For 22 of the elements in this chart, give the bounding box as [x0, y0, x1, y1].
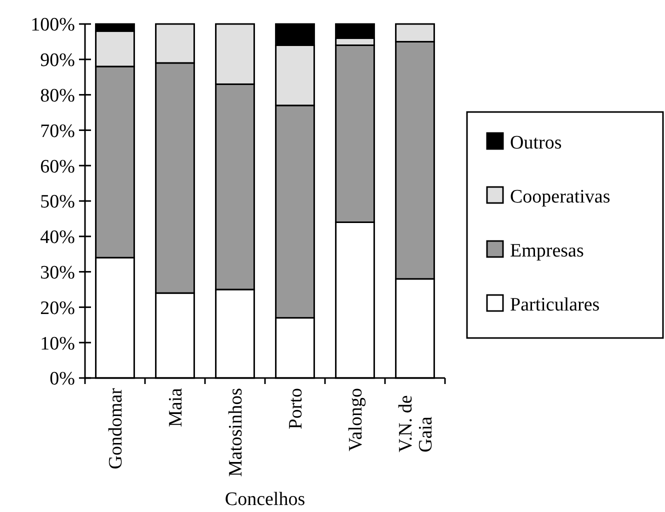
y-tick-label: 50%	[40, 192, 76, 213]
legend-label: Outros	[510, 132, 562, 154]
x-tick-label: Matosinhos	[226, 388, 247, 477]
x-tick-label: Maia	[166, 387, 187, 428]
y-tick-label: 40%	[40, 227, 76, 248]
y-tick-label: 30%	[40, 262, 76, 284]
legend-label: Empresas	[510, 240, 584, 262]
x-tick-label: Valongo	[346, 388, 367, 452]
x-tick-label: V.N. de Gaia	[396, 395, 437, 452]
y-tick-label: 100%	[30, 14, 76, 36]
x-tick-label: Porto	[286, 388, 307, 430]
y-tick-label: 0%	[50, 368, 76, 390]
y-tick-label: 20%	[40, 298, 76, 319]
legend-label: Cooperativas	[510, 186, 610, 208]
y-tick-label: 80%	[40, 85, 76, 106]
y-tick-label: 60%	[40, 156, 76, 178]
x-tick-label: Gondomar	[106, 387, 127, 470]
y-tick-label: 70%	[40, 120, 76, 142]
x-axis-title: Concelhos	[224, 489, 306, 510]
legend-label: Particulares	[510, 294, 600, 316]
y-tick-label: 90%	[40, 50, 76, 72]
y-tick-label: 10%	[40, 333, 76, 354]
